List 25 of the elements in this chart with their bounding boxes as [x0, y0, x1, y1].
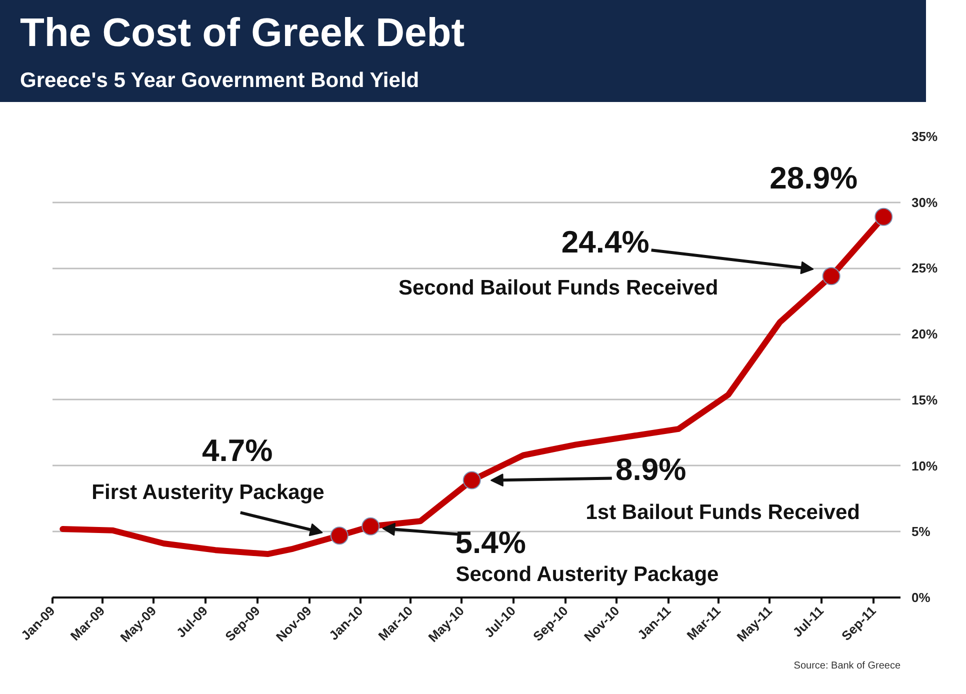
point [330, 526, 348, 545]
annotation: 1st Bailout Funds Received [586, 500, 860, 524]
y-tick-label: 5% [912, 524, 931, 540]
chart-subtitle: Greece's 5 Year Government Bond Yield [20, 68, 420, 94]
annotation: Second Austerity Package [456, 562, 719, 586]
annotation: 28.9% [770, 160, 858, 196]
y-tick-label: 10% [912, 458, 938, 474]
annotation: 4.7% [202, 433, 273, 468]
y-tick-label: 25% [912, 260, 938, 276]
y-tick-label: 15% [912, 392, 938, 408]
annotation: First Austerity Package [92, 481, 324, 504]
point [362, 517, 380, 536]
annotation: 8.9% [616, 452, 686, 487]
annotation: 24.4% [561, 224, 650, 260]
point [874, 208, 893, 226]
y-tick-label: 20% [912, 326, 938, 342]
source-note: Source: Bank of Greece [794, 660, 901, 672]
y-tick-label: 0% [912, 590, 931, 605]
y-tick-label: 30% [912, 194, 938, 210]
annotation: Second Bailout Funds Received [398, 276, 718, 300]
point [822, 267, 840, 286]
y-tick-label: 35% [912, 129, 938, 144]
chart-title: The Cost of Greek Debt [20, 10, 466, 57]
point [462, 471, 481, 490]
annotation: 5.4% [455, 524, 526, 560]
